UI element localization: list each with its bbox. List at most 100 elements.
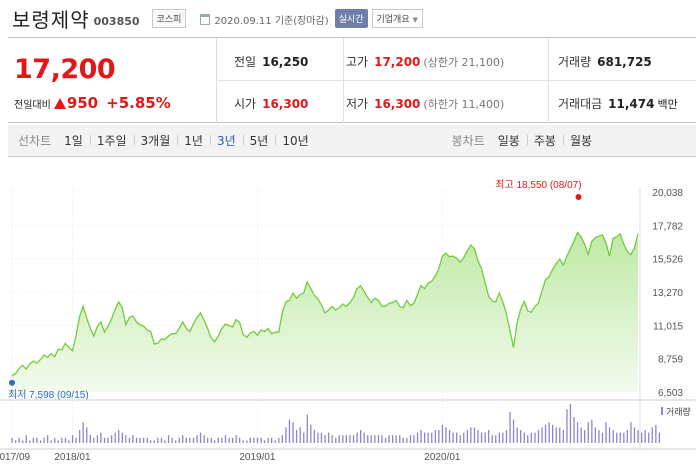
volume-bar [576,422,579,443]
volume-bar [388,435,390,443]
volume-bar [185,437,187,443]
volume-bar [93,437,95,443]
volume-bar [203,435,205,443]
tab-3year[interactable]: 3년 [209,132,243,149]
tab-10year[interactable]: 10년 [275,132,315,149]
volume-bar [267,437,269,443]
volume-bar [196,435,198,443]
tab-1year[interactable]: 1년 [177,132,210,149]
tab-monthly-candle[interactable]: 월봉 [562,132,599,149]
volume-bar [502,432,504,443]
volume-bar [555,427,557,443]
volume-bar [459,435,461,443]
volume-bar [630,422,632,443]
volume-bar [569,404,572,443]
volume-bar [61,437,63,443]
volume-bar [64,437,67,443]
volume-bar [552,424,554,443]
volume-bar [100,432,102,443]
x-tick-label: 2019/01 [239,452,276,463]
calendar-icon [200,14,211,25]
volume-bar [480,432,483,443]
volume-bar [587,422,589,443]
volume-bar [189,437,191,443]
x-tick-label: 2017/09 [0,452,31,463]
volume-bar [89,435,91,443]
volume-bar [260,437,262,443]
volume-bar [452,432,454,443]
chevron-down-icon: ▼ [412,16,418,24]
volume-bar [374,435,376,443]
volume-bar [39,440,42,443]
volume-bar [406,437,408,443]
volume-bar [584,430,586,443]
volume-bar [342,435,344,443]
volume-bar [217,437,219,443]
tab-5year[interactable]: 5년 [242,132,276,149]
volume-bar [544,424,547,443]
volume-bar [143,437,145,443]
volume-bar [456,432,458,443]
volume-bar [445,427,447,443]
volume-bar [520,430,522,443]
volume-bar [363,432,365,443]
volume-bar [530,432,532,443]
volume-bar [175,440,177,443]
volume-bar [43,437,45,443]
y-tick-label: 8,759 [658,355,683,366]
realtime-button[interactable]: 실시간 [334,9,368,28]
volume-bar [534,432,536,443]
volume-bar [121,432,123,443]
volume-bar [178,437,180,443]
tab-weekly-candle[interactable]: 주봉 [526,132,563,149]
volume-bar [239,437,241,443]
tab-1week[interactable]: 1주일 [89,132,134,149]
market-badge: 코스피 [151,9,187,28]
volume-bar [310,424,312,443]
y-tick-label: 6,503 [658,388,683,399]
chart-tabs: 선차트 1일 1주일 3개월 1년 3년 5년 10년 봉차트 일봉 주봉 월봉 [8,125,696,157]
volume-bar [608,427,611,443]
volume-bar [71,435,74,443]
volume-bar [128,437,131,443]
quote-panel: 17,200 전일대비 950 +5.85% 전일 16,250 고가 17,200… [8,37,696,123]
volume-bar [328,432,330,443]
stock-header: 보령제약 003850 코스피 2020.09.11 기준(장마감) 실시간 기… [0,0,696,37]
change-amount: 950 [66,94,99,112]
volume-bar [221,437,223,443]
y-tick-label: 15,526 [652,255,683,266]
max-label: 최고 18,550 (08/07) [495,179,581,191]
volume-bar [509,411,511,443]
volume-bar [153,440,155,443]
volume-bar [231,437,234,443]
volume-bar [157,437,159,443]
tab-1day[interactable]: 1일 [64,134,83,148]
tab-daily-candle[interactable]: 일봉 [497,134,520,148]
tab-3month[interactable]: 3개월 [133,132,178,149]
volume-bar [15,440,17,443]
quote-date: 2020.09.11 기준(장마감) [214,16,329,27]
x-tick-label: 2018/01 [54,452,91,463]
volume-bar [648,432,650,443]
volume-bar [29,440,31,443]
volume-bar [548,422,550,443]
x-tick-label: 2020/01 [424,452,461,463]
volume-bar [559,427,561,443]
volume-legend-swatch [661,407,663,415]
volume-bar [527,435,529,443]
volume-bar [477,430,479,443]
volume-bar [434,430,436,443]
volume-bar [473,427,476,443]
volume-bar [335,437,337,443]
company-overview-dropdown[interactable]: 기업개요 ▼ [371,9,423,28]
current-price-box: 17,200 전일대비 950 +5.85% [8,38,217,123]
volume-bar [320,432,323,443]
volume-bar [498,432,500,443]
volume-bar [57,440,59,443]
price-area [12,232,638,392]
volume-bar [356,432,358,443]
price-chart[interactable]: 최고 18,550 (08/07) 최저 7,598 (09/15) 거래량 20… [0,160,696,470]
volume-bar [441,424,444,443]
volume-bar [402,437,404,443]
volume-bar [594,427,596,443]
